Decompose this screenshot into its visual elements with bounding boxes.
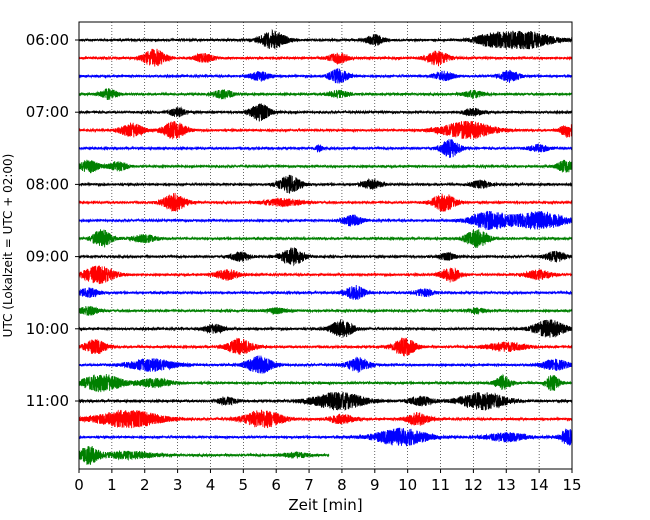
trace-line-4 bbox=[78, 103, 573, 122]
y-tick-label-5: 11:00 bbox=[26, 392, 69, 410]
trace-line-11 bbox=[78, 229, 573, 248]
x-tick-label-5: 5 bbox=[239, 476, 249, 494]
x-tick-label-10: 10 bbox=[398, 476, 417, 494]
x-tick-label-6: 6 bbox=[271, 476, 281, 494]
x-tick-label-8: 8 bbox=[337, 476, 347, 494]
trace-line-17 bbox=[78, 337, 573, 357]
trace-line-2 bbox=[78, 68, 573, 84]
trace-line-12 bbox=[78, 247, 573, 267]
x-tick-label-11: 11 bbox=[431, 476, 450, 494]
x-tick-label-3: 3 bbox=[173, 476, 183, 494]
trace-line-22 bbox=[78, 427, 573, 447]
x-axis-ticks: 0 1 2 3 4 5 6 7 8 9 10 11 12 13 14 15 bbox=[74, 469, 582, 494]
plot-frame bbox=[78, 21, 573, 470]
x-tick-label-13: 13 bbox=[497, 476, 516, 494]
x-tick-label-14: 14 bbox=[530, 476, 549, 494]
trace-line-13 bbox=[78, 265, 573, 285]
x-tick-label-1: 1 bbox=[107, 476, 117, 494]
x-tick-label-15: 15 bbox=[562, 476, 581, 494]
trace-line-10 bbox=[78, 210, 573, 230]
x-tick-label-2: 2 bbox=[140, 476, 150, 494]
trace-line-16 bbox=[78, 319, 573, 338]
x-tick-label-0: 0 bbox=[74, 476, 84, 494]
seismogram-traces bbox=[78, 28, 573, 465]
y-tick-label-1: 07:00 bbox=[26, 103, 69, 121]
y-tick-label-4: 10:00 bbox=[26, 320, 69, 338]
trace-line-6 bbox=[78, 139, 573, 158]
trace-line-19 bbox=[78, 373, 573, 393]
x-tick-label-9: 9 bbox=[370, 476, 380, 494]
trace-line-7 bbox=[78, 159, 573, 174]
y-axis-ticks: 06:00 07:00 08:00 09:00 10:00 11:00 bbox=[26, 31, 79, 410]
y-tick-label-2: 08:00 bbox=[26, 175, 69, 193]
y-tick-label-3: 09:00 bbox=[26, 248, 69, 266]
y-axis-label: UTC (Lokalzeit = UTC + 02:00) bbox=[1, 154, 15, 338]
trace-line-8 bbox=[78, 174, 573, 194]
x-tick-label-4: 4 bbox=[206, 476, 216, 494]
trace-line-9 bbox=[78, 192, 573, 212]
x-axis-label: Zeit [min] bbox=[288, 496, 362, 514]
trace-line-21 bbox=[78, 409, 573, 429]
trace-line-20 bbox=[78, 391, 573, 411]
trace-line-1 bbox=[78, 48, 573, 67]
trace-line-18 bbox=[78, 355, 573, 374]
x-tick-label-12: 12 bbox=[464, 476, 483, 494]
trace-line-3 bbox=[78, 87, 573, 100]
trace-line-14 bbox=[78, 285, 573, 300]
trace-line-0 bbox=[78, 28, 573, 50]
x-tick-label-7: 7 bbox=[304, 476, 314, 494]
trace-line-5 bbox=[78, 120, 573, 140]
trace-line-15 bbox=[78, 305, 573, 316]
y-tick-label-0: 06:00 bbox=[26, 31, 69, 49]
trace-line-23 bbox=[78, 445, 330, 465]
